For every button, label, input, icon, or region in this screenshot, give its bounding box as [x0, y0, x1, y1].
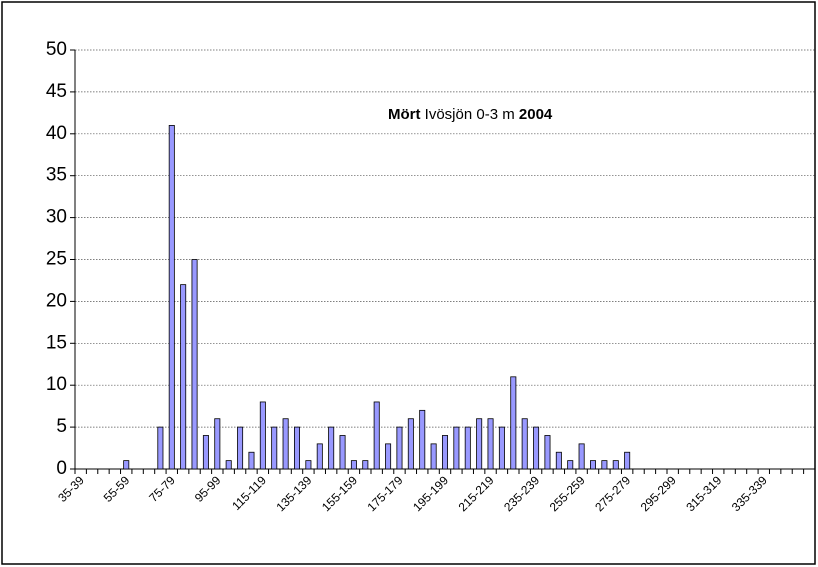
bar: [180, 284, 187, 470]
bar: [350, 460, 357, 470]
y-tick-label: 0: [56, 458, 67, 479]
bar: [293, 426, 300, 470]
bar: [305, 460, 312, 470]
bar: [373, 401, 380, 470]
bar: [464, 426, 471, 470]
y-tick-label: 25: [46, 249, 67, 270]
bar: [237, 426, 244, 470]
y-tick-label: 30: [46, 207, 67, 228]
y-tick-label: 5: [56, 416, 67, 437]
y-tick-label: 20: [46, 290, 67, 311]
bar: [259, 401, 266, 470]
bar: [510, 376, 517, 470]
bar: [328, 426, 335, 470]
bar: [544, 435, 551, 470]
bar: [271, 426, 278, 470]
title-place: Ivösjön 0-3 m: [425, 106, 515, 123]
y-tick-label: 40: [46, 123, 67, 144]
bar: [590, 460, 597, 470]
bar: [202, 435, 209, 470]
bar: [214, 418, 221, 470]
title-year: 2004: [519, 106, 553, 123]
bar: [612, 460, 619, 470]
bar: [248, 451, 255, 470]
bar: [362, 460, 369, 470]
bar: [419, 409, 426, 470]
bar: [385, 443, 392, 470]
bar: [123, 460, 130, 470]
title-species: Mört: [388, 106, 421, 123]
chart-title: Mört Ivösjön 0-3 m 2004: [388, 106, 553, 123]
bar: [533, 426, 540, 470]
y-tick-label: 35: [46, 165, 67, 186]
y-tick-label: 10: [46, 374, 67, 395]
bar: [498, 426, 505, 470]
bar: [407, 418, 414, 470]
bar: [157, 426, 164, 470]
y-tick-label: 15: [46, 332, 67, 353]
bar: [396, 426, 403, 470]
bar: [441, 435, 448, 470]
y-tick-label: 45: [46, 81, 67, 102]
bar: [168, 125, 175, 470]
bar: [578, 443, 585, 470]
bar: [191, 259, 198, 470]
bar: [225, 460, 232, 470]
bar: [339, 435, 346, 470]
bar: [453, 426, 460, 470]
bar: [555, 451, 562, 470]
y-tick-label: 50: [46, 39, 67, 60]
bar: [601, 460, 608, 470]
bar: [567, 460, 574, 470]
bar: [316, 443, 323, 470]
bar: [430, 443, 437, 470]
bar: [487, 418, 494, 470]
bar: [521, 418, 528, 470]
bar: [624, 451, 631, 470]
bar: [476, 418, 483, 470]
bar: [282, 418, 289, 470]
